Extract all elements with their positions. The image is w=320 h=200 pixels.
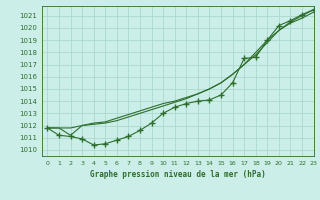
X-axis label: Graphe pression niveau de la mer (hPa): Graphe pression niveau de la mer (hPa) xyxy=(90,170,266,179)
